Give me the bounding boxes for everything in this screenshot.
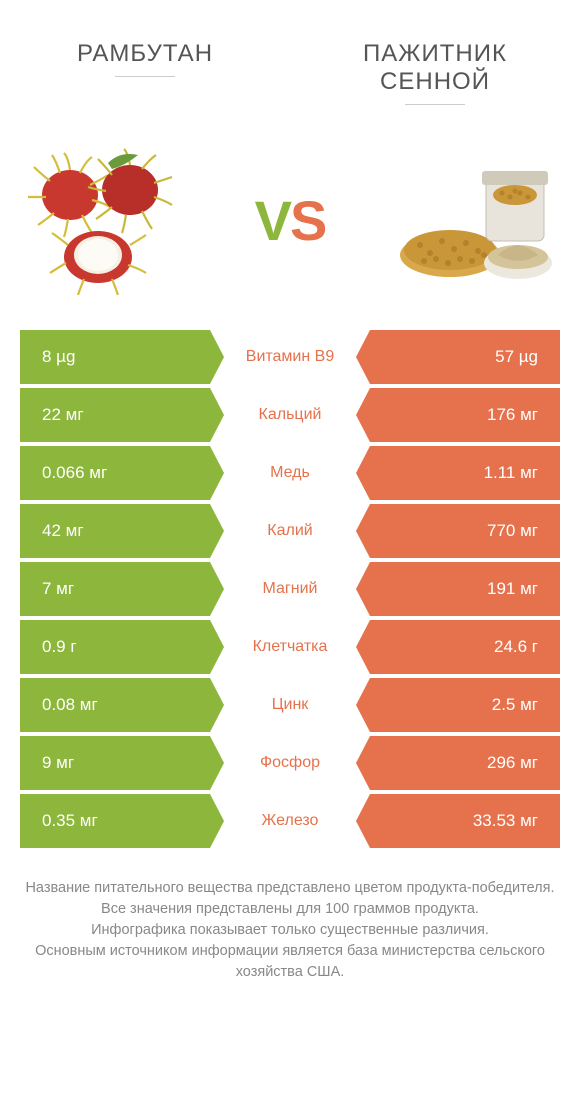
table-row: 0.9 гКлетчатка24.6 г [20,620,560,674]
footer-line: Инфографика показывает только существенн… [20,920,560,941]
table-row: 0.35 мгЖелезо33.53 мг [20,794,560,848]
rambutan-icon [20,145,190,295]
nutrient-label: Железо [210,794,370,848]
right-value-cell: 2.5 мг [370,678,560,732]
right-value-cell: 191 мг [370,562,560,616]
nutrient-label: Магний [210,562,370,616]
footer-text: Название питательного вещества представл… [0,848,580,983]
fenugreek-icon [390,145,560,295]
nutrient-label: Калий [210,504,370,558]
right-value-cell: 770 мг [370,504,560,558]
left-title-underline [115,76,175,77]
vs-label: VS [255,188,326,253]
left-title-box: РАМБУТАН [20,40,270,130]
table-row: 9 мгФосфор296 мг [20,736,560,790]
left-value-cell: 42 мг [20,504,210,558]
right-value-cell: 176 мг [370,388,560,442]
footer-line: Название питательного вещества представл… [20,878,560,899]
table-row: 8 µgВитамин B957 µg [20,330,560,384]
right-title-underline [405,104,465,105]
left-value-cell: 0.066 мг [20,446,210,500]
left-value-cell: 0.9 г [20,620,210,674]
nutrient-label: Цинк [210,678,370,732]
left-value-cell: 22 мг [20,388,210,442]
table-row: 0.066 мгМедь1.11 мг [20,446,560,500]
left-value-cell: 7 мг [20,562,210,616]
right-value-cell: 296 мг [370,736,560,790]
titles-row: РАМБУТАН ПАЖИТНИК СЕННОЙ [0,0,580,130]
footer-line: Все значения представлены для 100 граммо… [20,899,560,920]
right-title-box: ПАЖИТНИК СЕННОЙ [310,40,560,130]
footer-line: Основным источником информации является … [20,941,560,983]
vs-s: S [290,189,325,252]
vs-v: V [255,189,290,252]
table-row: 7 мгМагний191 мг [20,562,560,616]
right-value-cell: 57 µg [370,330,560,384]
right-value-cell: 33.53 мг [370,794,560,848]
left-title: РАМБУТАН [20,40,270,68]
table-row: 42 мгКалий770 мг [20,504,560,558]
comparison-table: 8 µgВитамин B957 µg22 мгКальций176 мг0.0… [0,330,580,848]
nutrient-label: Фосфор [210,736,370,790]
right-image [390,145,560,295]
right-value-cell: 1.11 мг [370,446,560,500]
left-value-cell: 9 мг [20,736,210,790]
left-image [20,145,190,295]
nutrient-label: Витамин B9 [210,330,370,384]
left-value-cell: 0.08 мг [20,678,210,732]
images-row: VS [0,130,580,330]
left-value-cell: 8 µg [20,330,210,384]
nutrient-label: Кальций [210,388,370,442]
left-value-cell: 0.35 мг [20,794,210,848]
right-title: ПАЖИТНИК СЕННОЙ [310,40,560,96]
nutrient-label: Медь [210,446,370,500]
right-value-cell: 24.6 г [370,620,560,674]
nutrient-label: Клетчатка [210,620,370,674]
table-row: 22 мгКальций176 мг [20,388,560,442]
table-row: 0.08 мгЦинк2.5 мг [20,678,560,732]
